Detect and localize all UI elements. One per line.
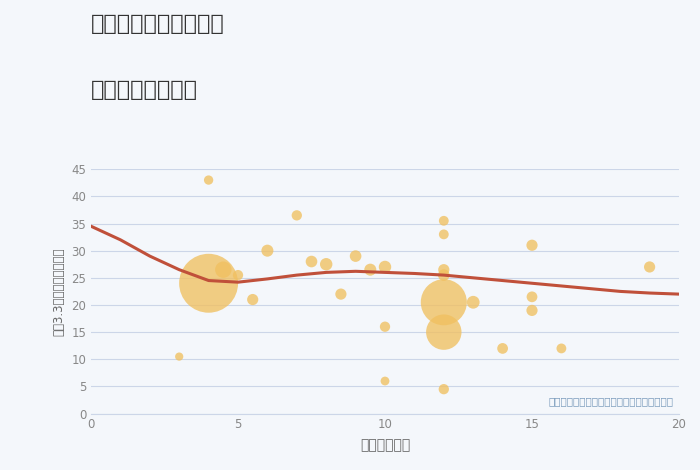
Text: 愛知県碧南市舟江町の: 愛知県碧南市舟江町の bbox=[91, 14, 225, 34]
Point bbox=[218, 266, 229, 274]
Point bbox=[379, 263, 391, 271]
Point bbox=[247, 296, 258, 303]
Point bbox=[468, 298, 479, 306]
Point bbox=[438, 231, 449, 238]
Point bbox=[291, 212, 302, 219]
Point bbox=[203, 176, 214, 184]
Point bbox=[335, 290, 346, 298]
Point bbox=[174, 353, 185, 360]
Point bbox=[438, 266, 449, 274]
Point bbox=[438, 329, 449, 336]
Text: 駅距離別土地価格: 駅距離別土地価格 bbox=[91, 80, 198, 100]
Point bbox=[379, 377, 391, 385]
Point bbox=[321, 260, 332, 268]
Point bbox=[438, 217, 449, 225]
Point bbox=[350, 252, 361, 260]
Point bbox=[526, 242, 538, 249]
Point bbox=[306, 258, 317, 265]
Point bbox=[262, 247, 273, 254]
Point bbox=[526, 293, 538, 301]
Point bbox=[438, 271, 449, 279]
Text: 円の大きさは、取引のあった物件面積を示す: 円の大きさは、取引のあった物件面積を示す bbox=[548, 396, 673, 406]
Point bbox=[438, 298, 449, 306]
Point bbox=[365, 266, 376, 274]
Point bbox=[232, 271, 244, 279]
X-axis label: 駅距離（分）: 駅距離（分） bbox=[360, 439, 410, 453]
Point bbox=[203, 280, 214, 287]
Point bbox=[497, 345, 508, 352]
Point bbox=[379, 323, 391, 330]
Point bbox=[556, 345, 567, 352]
Point bbox=[438, 385, 449, 393]
Point bbox=[644, 263, 655, 271]
Point bbox=[526, 306, 538, 314]
Y-axis label: 坪（3.3㎡）単価（万円）: 坪（3.3㎡）単価（万円） bbox=[52, 247, 66, 336]
